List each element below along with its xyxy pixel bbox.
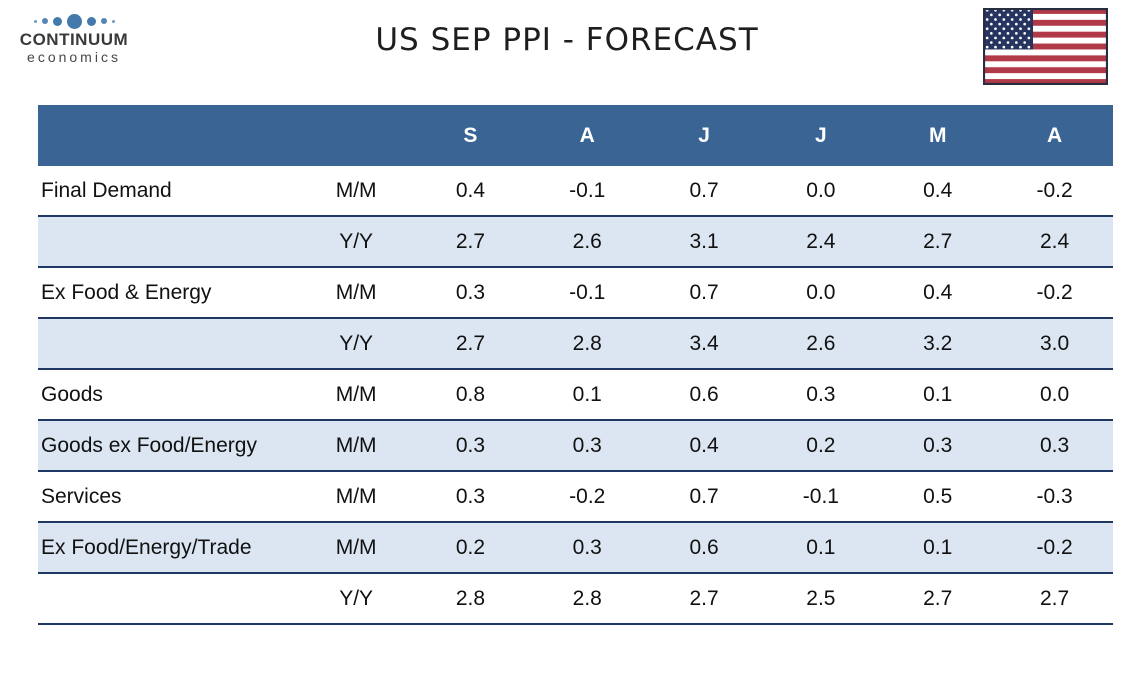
cell-value: 0.1	[879, 369, 997, 420]
cell-value: 0.3	[879, 419, 997, 472]
table-row: Goods M/M 0.8 0.1 0.6 0.3 0.1 0.0	[38, 369, 1113, 420]
page-title: US SEP PPI - FORECAST	[375, 22, 759, 58]
cell-value: 2.5	[762, 573, 880, 625]
column-header: J	[645, 105, 763, 166]
table-row: Ex Food/Energy/Trade M/M 0.2 0.3 0.6 0.1 0.1 -0…	[38, 521, 1113, 574]
cell-value: 0.4	[645, 419, 763, 472]
cell-value: 0.7	[645, 471, 763, 522]
cell-value: 2.6	[762, 317, 880, 370]
cell-value: 0.3	[412, 419, 529, 472]
cell-value: 0.6	[645, 521, 763, 574]
cell-value: -0.2	[996, 267, 1113, 318]
cell-value: 3.1	[645, 215, 763, 268]
cell-value: 0.4	[879, 267, 997, 318]
cell-value: 0.2	[762, 419, 880, 472]
cell-value: 2.4	[996, 215, 1113, 268]
cell-value: 2.7	[645, 573, 763, 625]
row-frequency: Y/Y	[300, 573, 412, 625]
cell-value: -0.2	[996, 166, 1113, 216]
cell-value: -0.1	[528, 166, 646, 216]
cell-value: 0.4	[412, 166, 529, 216]
row-frequency: M/M	[300, 369, 412, 420]
row-label: Final Demand	[38, 166, 301, 216]
cell-value: -0.1	[528, 267, 646, 318]
corner-label	[38, 105, 301, 166]
cell-value: 0.3	[762, 369, 880, 420]
row-frequency: Y/Y	[300, 317, 412, 370]
cell-value: 0.1	[879, 521, 997, 574]
cell-value: 0.8	[412, 369, 529, 420]
cell-value: 0.3	[412, 471, 529, 522]
cell-value: 2.8	[528, 317, 646, 370]
logo-name: CONTINUUM	[19, 30, 129, 49]
cell-value: 0.0	[762, 267, 880, 318]
cell-value: 2.7	[996, 573, 1113, 625]
row-frequency: M/M	[300, 267, 412, 318]
row-label: Ex Food/Energy/Trade	[38, 521, 301, 574]
table-row: Final Demand M/M 0.4 -0.1 0.7 0.0 0.4 -0.2	[38, 166, 1113, 216]
table-row: Y/Y 2.8 2.8 2.7 2.5 2.7 2.7	[38, 573, 1113, 625]
cell-value: 0.7	[645, 166, 763, 216]
cell-value: 0.3	[528, 521, 646, 574]
table-row: Y/Y 2.7 2.8 3.4 2.6 3.2 3.0	[38, 317, 1113, 370]
cell-value: 3.2	[879, 317, 997, 370]
cell-value: 0.0	[762, 166, 880, 216]
cell-value: 3.0	[996, 317, 1113, 370]
cell-value: 2.8	[528, 573, 646, 625]
continuum-dots-icon	[16, 12, 132, 30]
table-row: Services M/M 0.3 -0.2 0.7 -0.1 0.5 -0.3	[38, 471, 1113, 522]
continuum-logo: CONTINUUM economics	[16, 12, 132, 66]
row-frequency: M/M	[300, 166, 412, 216]
column-header: A	[996, 105, 1113, 166]
cell-value: 2.7	[879, 573, 997, 625]
cell-value: 0.3	[412, 267, 529, 318]
cell-value: -0.2	[528, 471, 646, 522]
row-frequency: Y/Y	[300, 215, 412, 268]
row-label: Goods ex Food/Energy	[38, 419, 301, 472]
cell-value: 0.3	[528, 419, 646, 472]
logo-subname: economics	[27, 48, 121, 65]
table-row: Ex Food & Energy M/M 0.3 -0.1 0.7 0.0 0.4 -0.2	[38, 267, 1113, 318]
cell-value: 0.3	[996, 419, 1113, 472]
row-label	[38, 215, 301, 268]
row-label	[38, 317, 301, 370]
row-frequency: M/M	[300, 419, 412, 472]
cell-value: 2.8	[412, 573, 529, 625]
cell-value: 2.4	[762, 215, 880, 268]
cell-value: 3.4	[645, 317, 763, 370]
cell-value: -0.1	[762, 471, 880, 522]
cell-value: 0.7	[645, 267, 763, 318]
cell-value: 2.7	[412, 317, 529, 370]
row-label: Services	[38, 471, 301, 522]
row-label	[38, 573, 301, 625]
corner-freq	[300, 105, 412, 166]
column-header: S	[412, 105, 529, 166]
row-frequency: M/M	[300, 471, 412, 522]
cell-value: 2.7	[879, 215, 997, 268]
row-label: Goods	[38, 369, 301, 420]
row-label: Ex Food & Energy	[38, 267, 301, 318]
cell-value: 0.0	[996, 369, 1113, 420]
cell-value: 0.6	[645, 369, 763, 420]
cell-value: 0.1	[528, 369, 646, 420]
table-row: Goods ex Food/Energy M/M 0.3 0.3 0.4 0.2 0.3 0.…	[38, 419, 1113, 472]
cell-value: 0.5	[879, 471, 997, 522]
table-row: Y/Y 2.7 2.6 3.1 2.4 2.7 2.4	[38, 215, 1113, 268]
column-header: M	[879, 105, 997, 166]
column-header: J	[762, 105, 880, 166]
row-frequency: M/M	[300, 521, 412, 574]
cell-value: 2.6	[528, 215, 646, 268]
cell-value: 0.1	[762, 521, 880, 574]
column-header: A	[528, 105, 646, 166]
cell-value: 0.4	[879, 166, 997, 216]
cell-value: -0.3	[996, 471, 1113, 522]
cell-value: 0.2	[412, 521, 529, 574]
cell-value: 2.7	[412, 215, 529, 268]
us-flag-icon	[983, 8, 1108, 85]
cell-value: -0.2	[996, 521, 1113, 574]
